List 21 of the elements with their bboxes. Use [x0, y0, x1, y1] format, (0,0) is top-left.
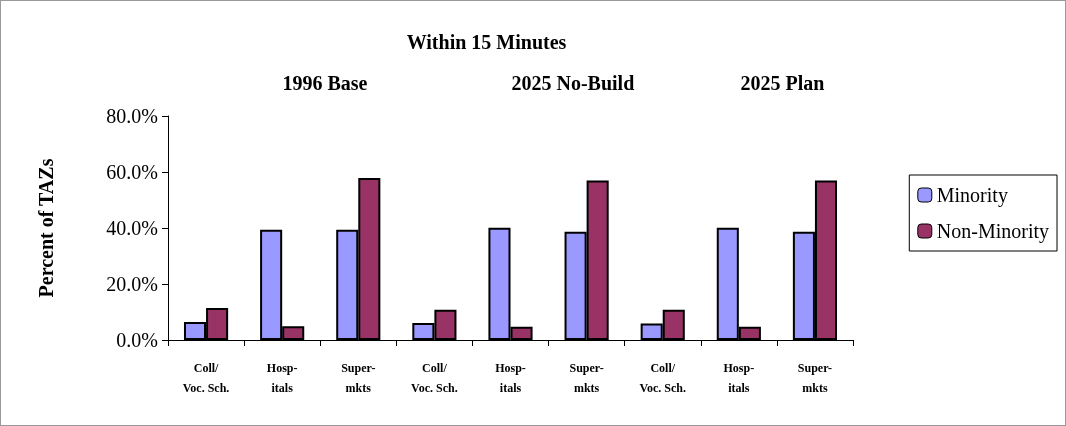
- x-tick-label: Super- mkts: [569, 361, 604, 395]
- y-tick-label: 20.0%: [106, 273, 158, 295]
- legend-label: Non-Minority: [936, 220, 1049, 243]
- x-tick-label: Hosp- itals: [723, 361, 755, 395]
- legend-label: Minority: [936, 184, 1008, 207]
- chart-title: Within 15 Minutes: [406, 31, 567, 53]
- x-tick-label: Hosp- itals: [495, 361, 526, 395]
- y-axis-title: Percent of TAZs: [35, 158, 57, 298]
- text: 2025 Plan: [740, 72, 825, 94]
- y-tick-label: 80.0%: [106, 105, 158, 127]
- text: 2025 No-Build: [511, 72, 635, 94]
- y-tick-label: 40.0%: [106, 217, 158, 239]
- y-tick-label: 60.0%: [106, 161, 158, 183]
- y-tick-label: 0.0%: [116, 329, 158, 351]
- x-tick-label: Super- mkts: [797, 361, 833, 395]
- x-tick-label: Super- mkts: [341, 361, 376, 395]
- text: 1996 Base: [282, 72, 368, 94]
- x-tick-label: Hosp- itals: [266, 361, 298, 395]
- x-tick-label: Coll/ Voc. Sch.: [639, 361, 687, 395]
- x-tick-label: Coll/ Voc. Sch.: [182, 361, 230, 395]
- x-tick-label: Coll/ Voc. Sch.: [411, 361, 458, 395]
